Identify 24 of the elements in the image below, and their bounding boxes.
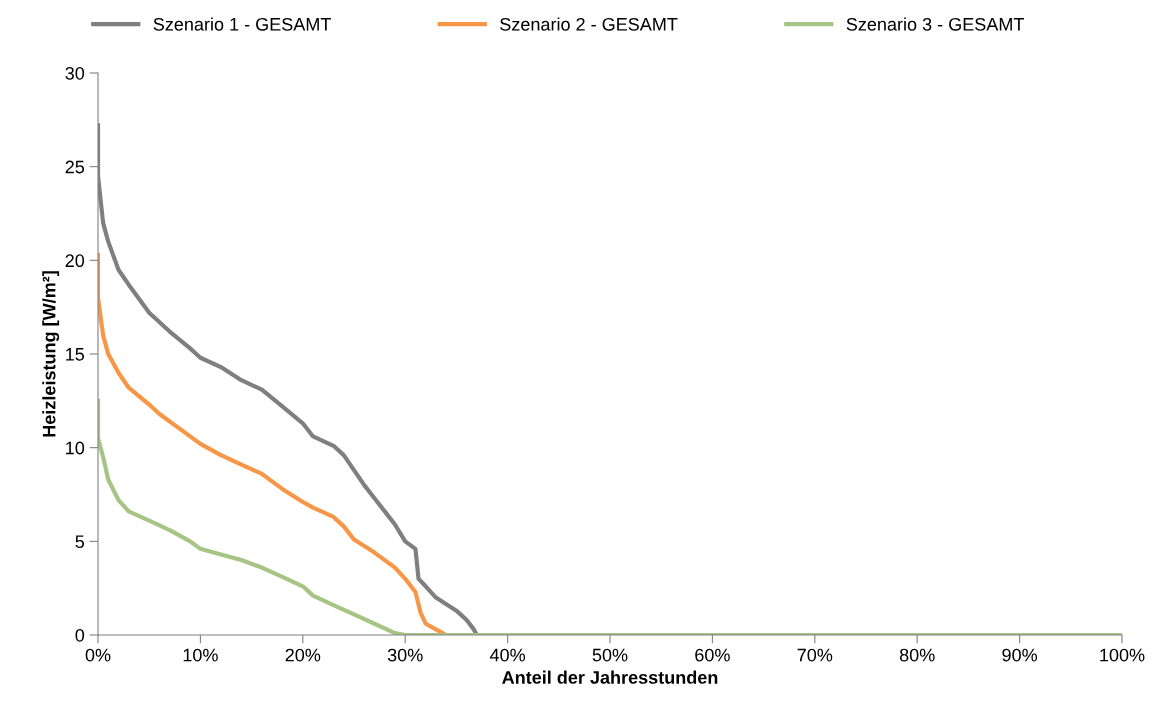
y-tick-label: 30 xyxy=(65,66,85,80)
x-tick-label: 10% xyxy=(183,648,218,662)
x-tick-label: 70% xyxy=(797,648,833,662)
y-tick-label: 5 xyxy=(75,535,85,549)
y-tick-label: 0 xyxy=(75,628,85,642)
legend-label: Szenario 1 - GESAMT xyxy=(153,17,331,31)
x-tick-label: 0% xyxy=(85,648,111,662)
x-tick-label: 50% xyxy=(592,648,628,662)
x-tick-label: 80% xyxy=(899,648,935,662)
x-tick-label: 60% xyxy=(695,648,730,662)
x-tick-label: 90% xyxy=(1002,648,1038,662)
line-series xyxy=(98,252,449,635)
y-tick-label: 20 xyxy=(65,254,85,268)
x-axis-title: Anteil der Jahresstunden xyxy=(502,670,718,684)
y-tick-label: 15 xyxy=(66,348,85,361)
y-tick-label: 10 xyxy=(66,441,85,455)
x-tick-label: 40% xyxy=(489,648,526,662)
legend-label: Szenario 2 - GESAMT xyxy=(500,17,678,31)
y-axis-title: Heizleistung [W/m²] xyxy=(42,271,60,437)
x-tick-label: 30% xyxy=(387,648,423,662)
y-tick-label: 25 xyxy=(65,160,85,174)
legend-label: Szenario 3 - GESAMT xyxy=(846,17,1024,31)
x-tick-label: 20% xyxy=(285,648,321,662)
x-tick-label: 100% xyxy=(1100,648,1145,662)
